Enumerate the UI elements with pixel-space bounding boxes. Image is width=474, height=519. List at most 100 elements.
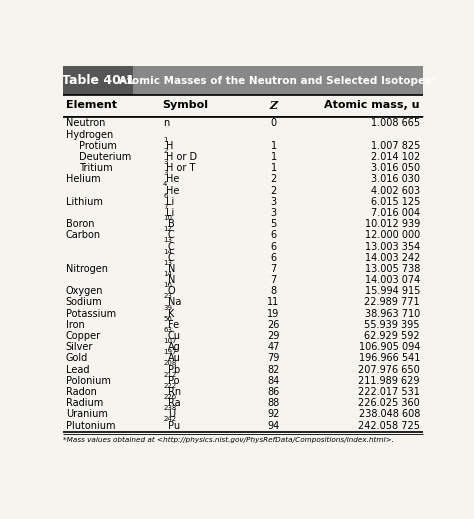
Text: 38.963 710: 38.963 710 [365, 309, 420, 319]
Text: 62.929 592: 62.929 592 [365, 331, 420, 341]
Text: 211.989 629: 211.989 629 [358, 376, 420, 386]
Text: 1.008 665: 1.008 665 [371, 118, 420, 128]
Text: Au: Au [168, 353, 181, 363]
Text: 13.003 354: 13.003 354 [365, 241, 420, 252]
Text: Symbol: Symbol [162, 101, 208, 111]
Text: 86: 86 [267, 387, 280, 397]
Text: 0: 0 [271, 118, 277, 128]
Text: 106.905 094: 106.905 094 [359, 342, 420, 352]
Text: Li: Li [166, 208, 174, 218]
Text: C: C [168, 253, 174, 263]
Text: 4: 4 [163, 182, 167, 187]
Text: H or T: H or T [166, 163, 195, 173]
Text: 14: 14 [163, 271, 172, 277]
Text: Silver: Silver [66, 342, 93, 352]
Text: 14: 14 [163, 249, 172, 254]
Text: H: H [166, 141, 173, 151]
Text: 1: 1 [271, 152, 277, 162]
Text: 6: 6 [271, 230, 277, 240]
Text: Na: Na [168, 297, 181, 307]
Text: Table 40-1: Table 40-1 [62, 74, 135, 87]
Text: Lithium: Lithium [66, 197, 103, 207]
Text: Radon: Radon [66, 387, 97, 397]
Text: 15.994 915: 15.994 915 [365, 286, 420, 296]
Text: 1: 1 [271, 141, 277, 151]
Text: O: O [168, 286, 175, 296]
Text: 14.003 074: 14.003 074 [365, 275, 420, 285]
Text: 63: 63 [163, 327, 172, 333]
Text: Cu: Cu [168, 331, 181, 341]
Text: 39: 39 [163, 305, 172, 310]
Text: 84: 84 [267, 376, 280, 386]
Text: B: B [168, 219, 174, 229]
Text: Deuterium: Deuterium [79, 152, 131, 162]
Text: 207.976 650: 207.976 650 [358, 364, 420, 375]
Text: 10.012 939: 10.012 939 [365, 219, 420, 229]
Text: Fe: Fe [168, 320, 179, 330]
Text: Carbon: Carbon [66, 230, 101, 240]
Text: 19: 19 [267, 309, 280, 319]
Text: Ag: Ag [168, 342, 181, 352]
Text: Gold: Gold [66, 353, 88, 363]
Text: Ra: Ra [168, 398, 181, 408]
Text: 6: 6 [163, 193, 168, 199]
Text: C: C [168, 241, 174, 252]
Text: 47: 47 [267, 342, 280, 352]
Text: 226: 226 [163, 394, 176, 400]
Text: 56: 56 [163, 316, 172, 322]
Text: 92: 92 [267, 409, 280, 419]
Text: 1.007 825: 1.007 825 [371, 141, 420, 151]
Text: 6: 6 [271, 241, 277, 252]
Text: Rn: Rn [168, 387, 181, 397]
Bar [63, 66, 133, 95]
Text: 12.000 000: 12.000 000 [365, 230, 420, 240]
Text: 222: 222 [163, 383, 176, 389]
Text: He: He [166, 186, 179, 196]
Text: Li: Li [166, 197, 174, 207]
Text: Boron: Boron [66, 219, 94, 229]
Text: 107: 107 [163, 338, 176, 344]
Text: 2: 2 [163, 148, 167, 154]
Text: Helium: Helium [66, 174, 100, 184]
Text: 29: 29 [267, 331, 280, 341]
Text: 10: 10 [163, 215, 172, 221]
Text: 3: 3 [163, 159, 168, 165]
Text: 8: 8 [271, 286, 277, 296]
Text: C: C [168, 230, 174, 240]
Text: 94: 94 [267, 420, 280, 431]
Text: 3: 3 [163, 170, 168, 176]
Text: Tritium: Tritium [79, 163, 113, 173]
Text: Pu: Pu [168, 420, 180, 431]
Text: 23: 23 [163, 293, 172, 299]
Text: 242.058 725: 242.058 725 [358, 420, 420, 431]
Text: Po: Po [168, 376, 179, 386]
Text: Oxygen: Oxygen [66, 286, 103, 296]
Text: 79: 79 [267, 353, 280, 363]
Text: 6: 6 [271, 253, 277, 263]
Text: Copper: Copper [66, 331, 101, 341]
Text: H or D: H or D [166, 152, 197, 162]
Text: 1: 1 [163, 136, 168, 143]
Text: Potassium: Potassium [66, 309, 116, 319]
Text: 11: 11 [267, 297, 280, 307]
Text: 2: 2 [270, 186, 277, 196]
Text: Nitrogen: Nitrogen [66, 264, 108, 274]
Text: n: n [163, 118, 169, 128]
Text: 12: 12 [163, 226, 172, 232]
Bar [133, 66, 423, 95]
Text: 6.015 125: 6.015 125 [371, 197, 420, 207]
Text: Pb: Pb [168, 364, 180, 375]
Text: N: N [168, 275, 175, 285]
Text: 82: 82 [267, 364, 280, 375]
Text: 226.025 360: 226.025 360 [358, 398, 420, 408]
Text: 3.016 050: 3.016 050 [371, 163, 420, 173]
Text: Hydrogen: Hydrogen [66, 130, 113, 140]
Text: 2: 2 [270, 174, 277, 184]
Text: *Mass values obtained at <http://physics.nist.gov/PhysRefData/Compositions/index: *Mass values obtained at <http://physics… [63, 436, 394, 443]
Text: He: He [166, 174, 179, 184]
Text: 88: 88 [267, 398, 280, 408]
Text: Lead: Lead [66, 364, 90, 375]
Text: Polonium: Polonium [66, 376, 111, 386]
Text: Neutron: Neutron [66, 118, 105, 128]
Text: 238.048 608: 238.048 608 [359, 409, 420, 419]
